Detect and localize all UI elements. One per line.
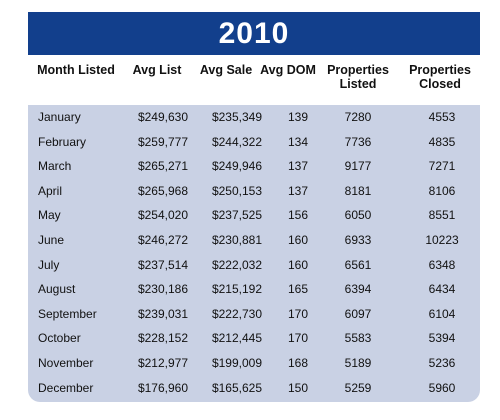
table-cell: 8106 (428, 183, 456, 198)
table-cell: $237,525 (211, 208, 262, 223)
column-header: Properties Listed (327, 63, 389, 91)
table-cell: $176,960 (137, 380, 188, 395)
table-cell: 6050 (344, 208, 372, 223)
table-cell: 6104 (428, 306, 456, 321)
table-cell: 5259 (344, 380, 372, 395)
table-cell: $254,020 (137, 208, 188, 223)
table-cell: $230,186 (137, 282, 188, 297)
column-header: Avg DOM (260, 63, 316, 77)
table-cell: 137 (287, 159, 309, 174)
table-cell: 134 (287, 134, 309, 149)
table-cell: 170 (287, 306, 309, 321)
table-cell: $259,777 (137, 134, 188, 149)
table-cell: $212,977 (137, 356, 188, 370)
table-cell: $244,322 (211, 134, 262, 149)
table-cell: 8551 (428, 208, 456, 223)
table-cell: 6348 (428, 257, 456, 272)
column-header: Month Listed (37, 63, 115, 77)
table-cell: $215,192 (211, 282, 262, 297)
table-cell: $228,152 (137, 331, 188, 346)
table-cell: 5236 (428, 356, 456, 370)
row-label: May (38, 208, 61, 223)
row-label: January (38, 110, 81, 124)
table-body: January $249,630 $235,349 139 7280 4553 Februa… (28, 105, 480, 402)
table-cell: 7736 (344, 134, 372, 149)
table-cell: $246,272 (137, 233, 188, 247)
table-cell: $237,514 (137, 257, 188, 272)
table-cell: $239,031 (137, 306, 188, 321)
table-cell: 8181 (344, 183, 372, 198)
row-label: August (38, 282, 76, 297)
table-cell: 165 (287, 282, 309, 297)
table-cell: $222,730 (211, 306, 262, 321)
table-cell: 170 (287, 331, 309, 346)
table-cell: 10223 (425, 233, 459, 247)
row-label: April (38, 183, 63, 198)
table-cell: 6561 (344, 257, 372, 272)
table-title: 2010 (28, 12, 480, 55)
table-cell: $250,153 (211, 183, 262, 198)
table-cell: 6933 (344, 233, 372, 247)
table-cell: 137 (287, 183, 309, 198)
table-cell: $249,946 (211, 159, 262, 174)
table-cell: 5189 (344, 356, 372, 370)
column-header: Avg List (132, 63, 182, 77)
table-cell: 9177 (344, 159, 372, 174)
row-label: September (38, 306, 97, 321)
table-cell: $222,032 (211, 257, 262, 272)
table-cell: 6434 (428, 282, 456, 297)
table-cell: 7280 (344, 110, 372, 124)
table-cell: 6097 (344, 306, 372, 321)
table-cell: $230,881 (211, 233, 262, 247)
row-label: March (38, 159, 72, 174)
table-cell: 4835 (428, 134, 456, 149)
row-label: July (38, 257, 60, 272)
table-cell: 168 (287, 356, 309, 370)
table-cell: 160 (287, 257, 309, 272)
table-cell: 5960 (428, 380, 456, 395)
table-cell: 4553 (428, 110, 456, 124)
column-header: Avg Sale (199, 63, 253, 77)
table-cell: 160 (287, 233, 309, 247)
table-panel: 2010 Month Listed Avg List Avg Sale Avg DOM… (28, 12, 480, 402)
table-cell: 6394 (344, 282, 372, 297)
table-cell: 150 (287, 380, 309, 395)
table-cell: $265,968 (137, 183, 188, 198)
table-cell: $165,625 (211, 380, 262, 395)
row-label: February (38, 134, 87, 149)
row-label: November (38, 356, 94, 370)
table-cell: 5583 (344, 331, 372, 346)
table-cell: $199,009 (211, 356, 262, 370)
table-header: Month Listed Avg List Avg Sale Avg DOM Prope… (28, 55, 480, 105)
row-label: October (38, 331, 81, 346)
table-cell: $249,630 (137, 110, 188, 124)
table-cell: 5394 (428, 331, 456, 346)
table-cell: $212,445 (211, 331, 262, 346)
row-label: December (38, 380, 94, 395)
table-cell: 156 (287, 208, 309, 223)
table-cell: $265,271 (137, 159, 188, 174)
table-cell: 7271 (428, 159, 456, 174)
table-cell: 139 (287, 110, 309, 124)
row-label: June (38, 233, 65, 247)
table-cell: $235,349 (211, 110, 262, 124)
column-header: Properties Closed (409, 63, 471, 91)
